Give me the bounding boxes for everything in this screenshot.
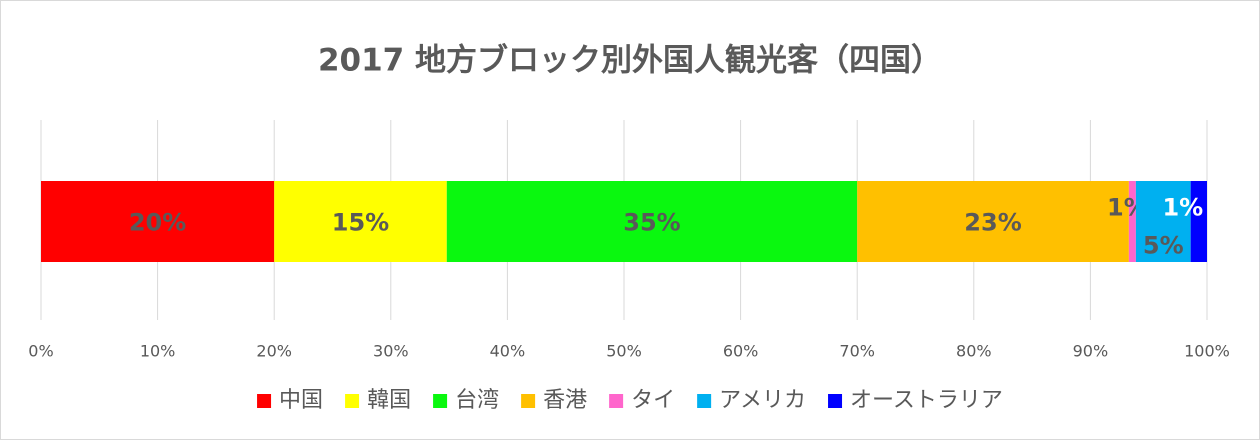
legend-swatch xyxy=(828,394,843,408)
x-tick-label: 0% xyxy=(28,342,53,361)
legend-label: 台湾 xyxy=(455,388,499,413)
x-tick-label: 80% xyxy=(956,342,992,361)
bar-segment xyxy=(1128,181,1136,262)
legend-swatch xyxy=(697,394,712,408)
x-tick-label: 90% xyxy=(1073,342,1109,361)
chart-title: 2017 地方ブロック別外国人観光客（四国） xyxy=(318,43,942,79)
x-tick-label: 30% xyxy=(373,342,409,361)
data-label: 23% xyxy=(964,209,1021,237)
x-tick-label: 40% xyxy=(490,342,526,361)
legend-swatch xyxy=(433,394,448,408)
data-label: 1% xyxy=(1162,194,1203,222)
data-label: 5% xyxy=(1143,232,1184,260)
x-tick-label: 20% xyxy=(256,342,292,361)
bar-segment xyxy=(41,181,275,262)
x-tick-label: 70% xyxy=(839,342,875,361)
bar-segment xyxy=(857,181,1129,262)
data-label: 20% xyxy=(129,209,186,237)
legend-swatch xyxy=(345,394,360,408)
data-label: 35% xyxy=(623,209,680,237)
legend-label: オーストラリア xyxy=(850,388,1003,413)
x-tick-label: 10% xyxy=(140,342,176,361)
legend-label: 香港 xyxy=(543,388,587,413)
legend-swatch xyxy=(257,394,272,408)
legend-swatch xyxy=(521,394,536,408)
legend-label: タイ xyxy=(631,388,675,413)
legend-label: 韓国 xyxy=(367,388,411,413)
legend-swatch xyxy=(609,394,624,408)
data-label: 15% xyxy=(332,209,389,237)
bar-segment xyxy=(1135,181,1191,262)
legend-label: 中国 xyxy=(279,388,323,413)
x-tick-label: 50% xyxy=(606,342,642,361)
bar-segment xyxy=(446,181,858,262)
bar-segment xyxy=(1190,181,1207,262)
x-tick-label: 100% xyxy=(1184,342,1230,361)
legend-label: アメリカ xyxy=(719,388,806,413)
bar-segment xyxy=(274,181,447,262)
x-tick-label: 60% xyxy=(723,342,759,361)
